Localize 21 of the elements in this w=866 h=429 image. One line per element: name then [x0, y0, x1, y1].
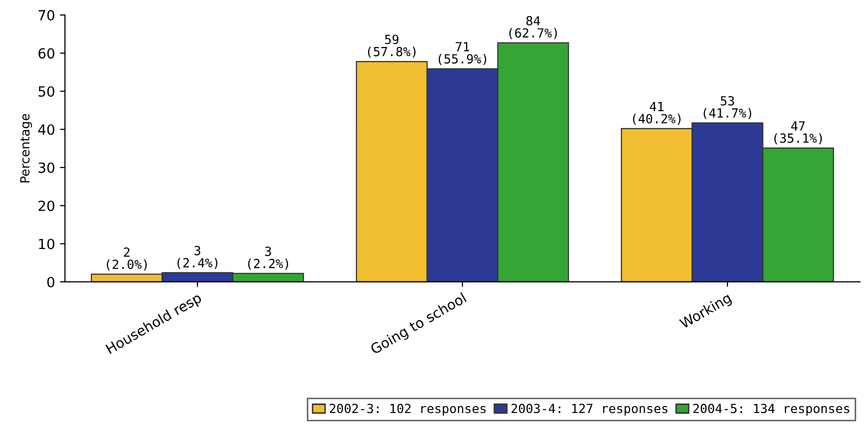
legend-label: 2002-3: 102 responses [330, 404, 486, 416]
y-axis-title: Percentage [20, 114, 32, 182]
y-tick-label: 10 [39, 238, 54, 250]
legend-label: 2003-4: 127 responses [512, 404, 668, 416]
y-tick-label: 40 [38, 124, 54, 135]
y-tick-label: 70 [38, 10, 54, 20]
data-label: 47 (35.1%) [774, 121, 822, 144]
data-label: 71 (55.9%) [438, 42, 486, 66]
data-label: 53 (41.7%) [704, 96, 752, 120]
data-label: 3 (2.4%) [177, 246, 218, 269]
y-tick-label: 60 [38, 48, 54, 59]
y-tick-label: 0 [47, 276, 54, 288]
data-label: 41 (40.2%) [633, 102, 681, 125]
data-label: 3 (2.2%) [248, 246, 288, 270]
data-label: 59 (57.8%) [368, 34, 416, 58]
data-label: 84 (62.7%) [509, 16, 557, 40]
legend-label: 2004-5: 134 responses [693, 404, 850, 416]
y-tick-label: 30 [38, 162, 54, 173]
data-label: 2 (2.0%) [106, 247, 147, 270]
y-tick-label: 50 [38, 86, 54, 97]
y-tick-label: 20 [38, 200, 54, 212]
